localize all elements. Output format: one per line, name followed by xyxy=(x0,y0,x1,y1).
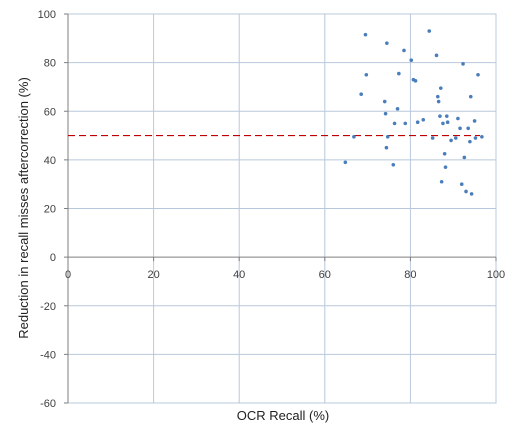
data-point xyxy=(430,136,435,140)
data-point xyxy=(385,41,389,45)
data-point xyxy=(438,114,442,118)
y-tick-label: 60 xyxy=(44,106,56,118)
data-point xyxy=(459,182,464,186)
data-point xyxy=(439,179,444,184)
data-point xyxy=(480,134,484,139)
data-point xyxy=(434,53,439,58)
data-point xyxy=(363,32,368,37)
data-point xyxy=(343,160,348,165)
data-point xyxy=(468,94,473,99)
x-tick-label: 20 xyxy=(147,269,159,281)
data-point xyxy=(458,126,462,131)
y-tick-label: -40 xyxy=(40,349,56,361)
data-point xyxy=(383,111,388,116)
data-point xyxy=(364,72,369,77)
data-point xyxy=(464,189,468,194)
data-point xyxy=(466,126,470,131)
data-point xyxy=(403,121,408,126)
data-point xyxy=(382,99,387,104)
data-point xyxy=(421,117,426,122)
data-point xyxy=(435,94,440,99)
data-point xyxy=(413,79,418,83)
grid xyxy=(64,13,497,404)
data-point xyxy=(461,62,465,66)
data-point xyxy=(397,71,401,76)
data-point xyxy=(392,121,397,126)
data-point xyxy=(462,155,467,160)
data-point xyxy=(445,120,450,124)
y-tick-label: 0 xyxy=(50,252,56,264)
data-point xyxy=(427,29,432,33)
data-point xyxy=(442,151,447,156)
x-tick-label: 60 xyxy=(319,269,331,281)
data-point xyxy=(476,72,480,77)
data-point xyxy=(472,119,477,123)
data-point xyxy=(352,134,356,139)
data-point xyxy=(438,86,443,90)
data-point xyxy=(449,138,453,143)
y-axis-title: Reduction in recall misses aftercorrecti… xyxy=(16,77,31,339)
y-tick-label: 20 xyxy=(44,204,56,216)
data-point xyxy=(469,192,474,196)
x-axis-title: OCR Recall (%) xyxy=(237,408,329,423)
data-point xyxy=(441,121,445,126)
data-point xyxy=(384,145,389,150)
x-tick-labels: 0 20 40 60 80 100 xyxy=(65,269,505,281)
x-tick-label: 0 xyxy=(65,269,71,281)
data-point xyxy=(359,92,363,97)
data-point xyxy=(456,116,460,121)
x-tick-label: 80 xyxy=(404,269,416,281)
y-tick-label: -60 xyxy=(40,398,56,410)
x-tick-label: 40 xyxy=(233,269,245,281)
data-point xyxy=(395,107,400,111)
y-tick-label: 100 xyxy=(38,9,56,21)
data-point xyxy=(436,99,441,104)
x-tick-label: 100 xyxy=(487,269,505,281)
data-point xyxy=(385,134,390,139)
data-point xyxy=(409,58,414,62)
y-tick-label: 80 xyxy=(44,58,56,70)
y-tick-label: 40 xyxy=(44,155,56,167)
y-tick-labels: -60 -40 -20 0 20 40 60 80 100 xyxy=(38,9,56,410)
data-points xyxy=(343,29,484,196)
data-point xyxy=(415,120,420,124)
data-point xyxy=(473,136,478,140)
y-tick-label: -20 xyxy=(40,301,56,313)
data-point xyxy=(391,162,396,167)
data-point xyxy=(453,136,458,140)
data-point xyxy=(402,48,406,53)
data-point xyxy=(443,165,448,169)
data-point xyxy=(468,139,472,144)
data-point xyxy=(444,114,449,118)
